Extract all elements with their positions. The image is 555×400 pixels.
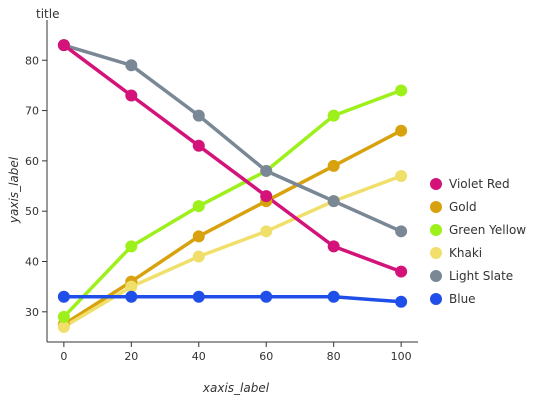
- data-point-green-yellow: [193, 200, 205, 212]
- legend-label-green-yellow: Green Yellow: [449, 223, 526, 237]
- data-point-gold: [395, 125, 407, 137]
- data-point-khaki: [395, 170, 407, 182]
- y-axis-title: yaxis_label: [7, 156, 21, 224]
- data-point-blue: [260, 291, 272, 303]
- data-point-blue: [328, 291, 340, 303]
- y-tick-label: 40: [25, 256, 39, 269]
- data-point-khaki: [193, 250, 205, 262]
- data-point-green-yellow: [395, 84, 407, 96]
- data-point-blue: [58, 291, 70, 303]
- data-point-light-slate: [395, 225, 407, 237]
- data-point-blue: [395, 296, 407, 308]
- y-tick-label: 70: [25, 105, 39, 118]
- y-tick-label: 60: [25, 155, 39, 168]
- x-tick-label: 60: [259, 350, 273, 363]
- data-point-blue: [125, 291, 137, 303]
- legend-marker-gold: [430, 201, 442, 213]
- legend-label-khaki: Khaki: [449, 246, 482, 260]
- data-point-green-yellow: [58, 311, 70, 323]
- data-point-violet-red: [125, 89, 137, 101]
- x-tick-label: 100: [391, 350, 412, 363]
- legend-label-light-slate: Light Slate: [449, 269, 513, 283]
- legend-label-violet-red: Violet Red: [449, 177, 510, 191]
- x-tick-label: 20: [124, 350, 138, 363]
- data-point-violet-red: [328, 240, 340, 252]
- y-tick-label: 30: [25, 306, 39, 319]
- data-point-light-slate: [260, 165, 272, 177]
- data-point-blue: [193, 291, 205, 303]
- data-point-light-slate: [125, 59, 137, 71]
- series-line-light-slate: [64, 45, 401, 231]
- data-point-green-yellow: [328, 110, 340, 122]
- legend-marker-khaki: [430, 247, 442, 259]
- data-point-gold: [328, 160, 340, 172]
- axes: [47, 20, 418, 342]
- legend-label-gold: Gold: [449, 200, 477, 214]
- legend-label-blue: Blue: [449, 292, 476, 306]
- series-line-green-yellow: [64, 90, 401, 316]
- legend-marker-green-yellow: [430, 224, 442, 236]
- data-point-gold: [193, 230, 205, 242]
- data-point-violet-red: [395, 266, 407, 278]
- legend: Violet Red Gold Green Yellow Khaki Light Sla…: [430, 177, 526, 306]
- y-tick-label: 50: [25, 205, 39, 218]
- series-line-blue: [64, 297, 401, 302]
- y-tick-label: 80: [25, 54, 39, 67]
- legend-marker-blue: [430, 293, 442, 305]
- x-tick-label: 0: [60, 350, 67, 363]
- data-point-khaki: [260, 225, 272, 237]
- legend-marker-light-slate: [430, 270, 442, 282]
- legend-marker-violet-red: [430, 178, 442, 190]
- data-point-violet-red: [260, 190, 272, 202]
- x-tick-label: 80: [327, 350, 341, 363]
- chart-title: title: [36, 7, 59, 21]
- x-tick-label: 40: [192, 350, 206, 363]
- data-point-light-slate: [328, 195, 340, 207]
- x-axis-title: xaxis_label: [202, 381, 270, 395]
- data-point-green-yellow: [125, 240, 137, 252]
- data-point-violet-red: [193, 140, 205, 152]
- data-point-violet-red: [58, 39, 70, 51]
- data-point-light-slate: [193, 110, 205, 122]
